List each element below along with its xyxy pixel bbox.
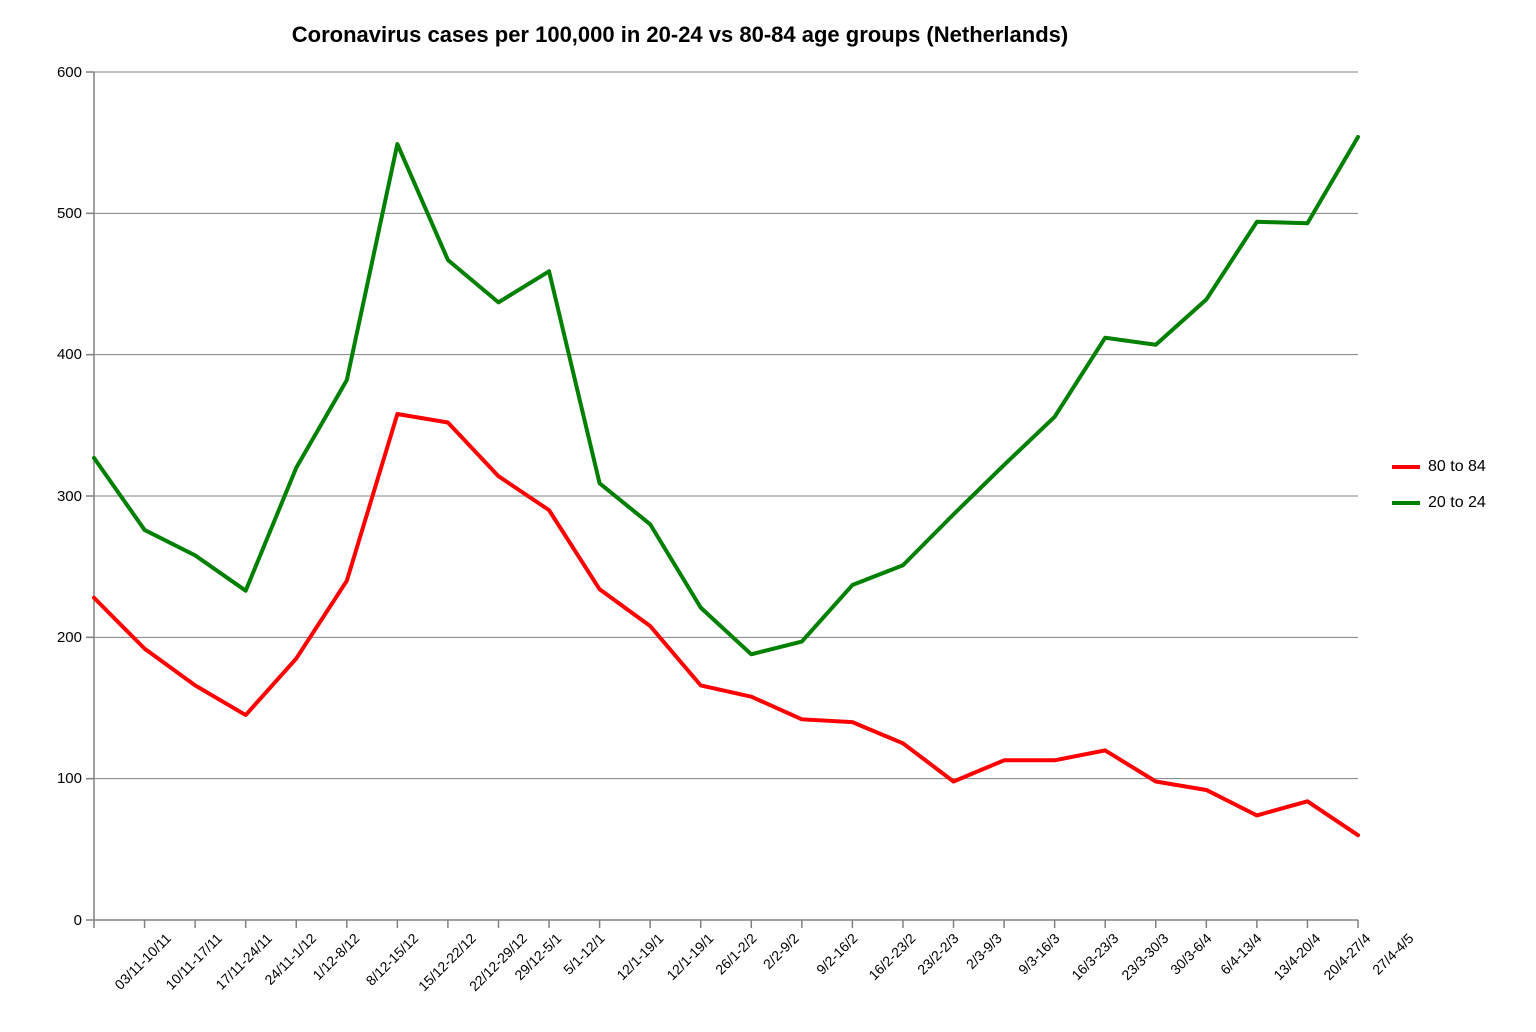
x-tick-label: 23/3-30/3 bbox=[1119, 930, 1172, 983]
y-tick-label: 300 bbox=[57, 488, 82, 505]
x-tick-label: 13/4-20/4 bbox=[1270, 930, 1323, 983]
legend-item: 20 to 24 bbox=[1392, 494, 1486, 512]
x-tick-label: 23/2-2/3 bbox=[914, 930, 962, 978]
y-tick-label: 100 bbox=[57, 770, 82, 787]
x-tick-label: 1/12-8/12 bbox=[310, 930, 363, 983]
chart-plot bbox=[94, 72, 1358, 920]
y-tick-label: 200 bbox=[57, 629, 82, 646]
y-tick-label: 400 bbox=[57, 346, 82, 363]
x-tick-label: 27/4-4/5 bbox=[1369, 930, 1417, 978]
legend-swatch bbox=[1392, 465, 1420, 469]
x-tick-label: 20/4-27/4 bbox=[1321, 930, 1374, 983]
y-tick-label: 500 bbox=[57, 205, 82, 222]
x-tick-label: 2/3-9/3 bbox=[962, 930, 1004, 972]
x-tick-label: 16/3-23/3 bbox=[1068, 930, 1121, 983]
x-tick-label: 12/1-19/1 bbox=[663, 930, 716, 983]
legend-label: 20 to 24 bbox=[1428, 494, 1486, 512]
legend-label: 80 to 84 bbox=[1428, 458, 1486, 476]
chart-title: Coronavirus cases per 100,000 in 20-24 v… bbox=[0, 22, 1360, 48]
x-tick-label: 16/2-23/2 bbox=[866, 930, 919, 983]
x-tick-label: 5/1-12/1 bbox=[560, 930, 608, 978]
chart-container: Coronavirus cases per 100,000 in 20-24 v… bbox=[0, 0, 1536, 1032]
x-tick-label: 2/2-9/2 bbox=[760, 930, 802, 972]
y-tick-label: 0 bbox=[74, 912, 82, 929]
legend-swatch bbox=[1392, 501, 1420, 505]
x-tick-label: 30/3-6/4 bbox=[1167, 930, 1215, 978]
x-tick-label: 8/12-15/12 bbox=[362, 930, 421, 989]
y-tick-label: 600 bbox=[57, 64, 82, 81]
legend: 80 to 84 20 to 24 bbox=[1392, 458, 1486, 512]
x-tick-label: 9/2-16/2 bbox=[813, 930, 861, 978]
x-tick-label: 6/4-13/4 bbox=[1217, 930, 1265, 978]
legend-item: 80 to 84 bbox=[1392, 458, 1486, 476]
x-tick-label: 26/1-2/2 bbox=[712, 930, 760, 978]
x-tick-label: 9/3-16/3 bbox=[1015, 930, 1063, 978]
x-tick-label: 12/1-19/1 bbox=[613, 930, 666, 983]
